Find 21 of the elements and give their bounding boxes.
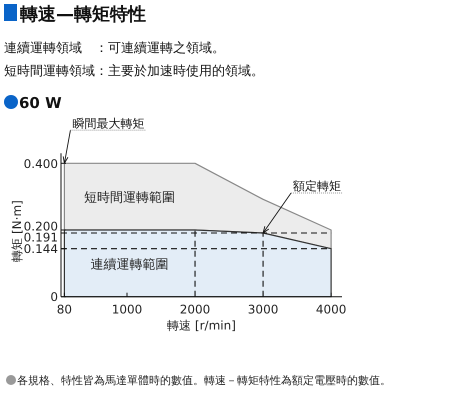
- series-label: 連續運轉範圍: [90, 257, 169, 272]
- y-tick-label: 0.144: [24, 242, 58, 256]
- x-tick-label: 1000: [112, 302, 142, 317]
- y-tick-label: 0: [50, 290, 58, 304]
- y-axis-title: 轉矩 [N·m]: [10, 200, 24, 262]
- x-tick-label: 3000: [248, 302, 278, 317]
- text: 短時間運轉領域：主要於加速時使用的領域。: [4, 63, 264, 79]
- annotation: 額定轉矩: [293, 179, 342, 193]
- x-tick-label: 80: [56, 302, 72, 317]
- chart-subtitle: 60 W: [19, 94, 62, 112]
- text: 連續運轉領域 ：可連續運轉之領域。: [4, 41, 225, 56]
- x-tick-label: 2000: [180, 302, 210, 317]
- text: 各規格、特性皆為馬達單體時的數值。轉速－轉矩特性為額定電壓時的數值。: [17, 374, 391, 387]
- x-axis-title: 轉速 [r/min]: [167, 318, 236, 333]
- y-tick-label: 0.400: [24, 156, 58, 171]
- y-tick-label: 0.200: [24, 220, 58, 234]
- y-tick-label: 0.191: [24, 230, 58, 244]
- x-tick-label: 4000: [316, 302, 346, 317]
- chart-title: 轉速—轉矩特性: [19, 4, 146, 25]
- series-label: 短時間運轉範圍: [84, 190, 176, 206]
- annotation: 瞬間最大轉矩: [72, 116, 144, 130]
